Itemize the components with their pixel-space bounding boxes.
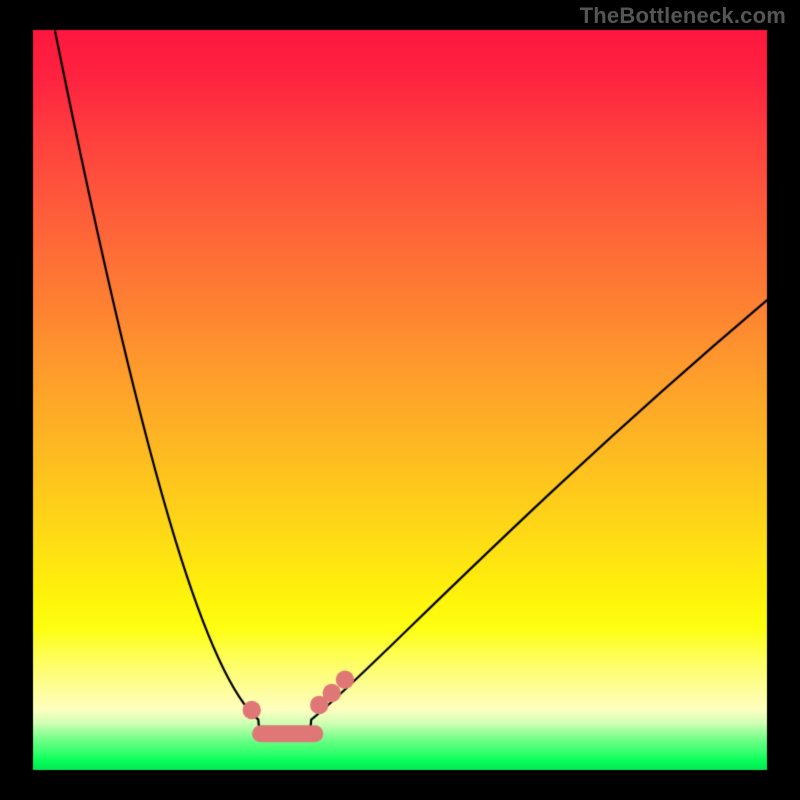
bottleneck-chart-canvas [0, 0, 800, 800]
chart-root: TheBottleneck.com [0, 0, 800, 800]
watermark-label: TheBottleneck.com [580, 3, 786, 29]
